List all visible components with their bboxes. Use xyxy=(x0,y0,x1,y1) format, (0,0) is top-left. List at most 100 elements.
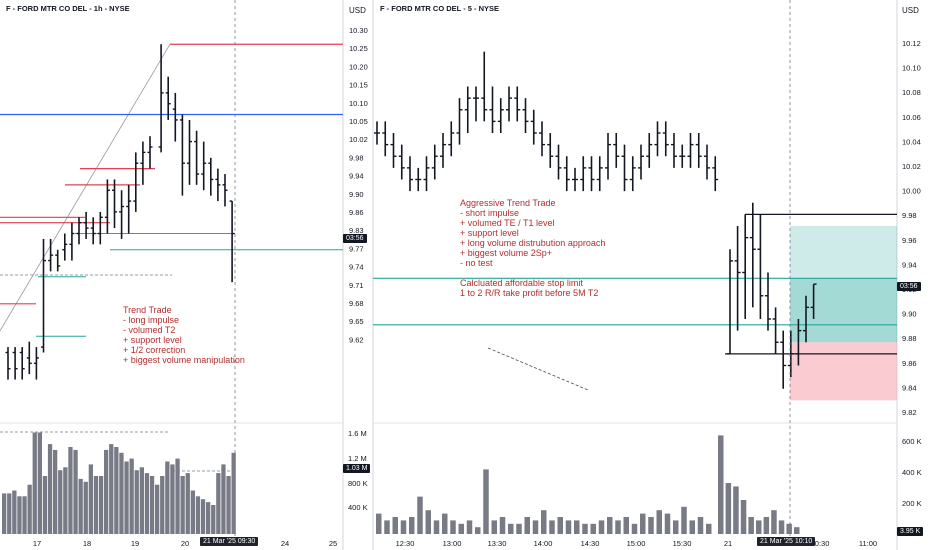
right-volume-tick-label: 800 K xyxy=(348,479,368,488)
left-volume-bar xyxy=(88,464,93,534)
right-price-tick-label: 10.08 xyxy=(902,88,921,97)
left-volume-bar xyxy=(22,496,27,534)
right-time-tick-label: 14:00 xyxy=(534,539,553,548)
left-price-tick-label: 10.25 xyxy=(349,44,368,53)
left-volume-bar xyxy=(73,449,78,534)
right-crosshair-time-text: 10:10 xyxy=(794,538,813,545)
right-volume-bar xyxy=(557,517,563,534)
right-annotation: Aggressive Trend Trade - short impulse +… xyxy=(460,198,606,298)
right-volume-bar xyxy=(794,527,800,534)
right-volume-bar xyxy=(631,523,638,534)
right-volume-bar xyxy=(499,517,506,534)
right-volume-bar xyxy=(648,517,654,534)
left-volume-bar xyxy=(2,493,7,534)
right-volume-tag: 3.95 K xyxy=(897,527,924,536)
right-price-tick-label: 9.98 xyxy=(902,211,917,220)
right-volume-bar xyxy=(607,517,613,534)
profit-zone-upper xyxy=(790,226,897,279)
left-volume-bar xyxy=(160,476,165,534)
right-volume-bar xyxy=(623,517,629,534)
left-volume-bar xyxy=(17,496,22,534)
right-volume-bar xyxy=(590,523,596,534)
right-volume-bar xyxy=(756,520,762,534)
left-volume-bar xyxy=(180,476,185,534)
right-volume-bar xyxy=(516,523,522,534)
right-volume-bar xyxy=(706,523,712,534)
right-volume-bar xyxy=(740,500,747,534)
right-volume-axis-tick-label: 200 K xyxy=(902,499,922,508)
right-volume-bar xyxy=(697,517,704,534)
right-volume-bar xyxy=(763,517,770,534)
right-time-tick-label: 14:30 xyxy=(581,539,600,548)
right-price-tick-label: 9.96 xyxy=(902,236,917,245)
left-price-tick-label: 10.05 xyxy=(349,117,368,126)
right-volume-bar xyxy=(400,520,407,534)
left-date-tick-label: 25 xyxy=(329,539,337,548)
left-volume-bar xyxy=(144,473,150,534)
left-volume-bar xyxy=(98,476,104,534)
right-price-tick-label: 9.82 xyxy=(902,408,917,417)
left-price-tick-label: 9.86 xyxy=(349,208,364,217)
left-volume-bar xyxy=(231,452,236,534)
right-volume-bar xyxy=(778,520,785,534)
right-volume-bar xyxy=(475,527,481,534)
right-volume-bar xyxy=(417,496,423,534)
right-volume-bar xyxy=(450,520,456,534)
right-time-tick-label: 11:00 xyxy=(859,539,877,548)
right-volume-axis-tick-label: 400 K xyxy=(902,468,922,477)
left-volume-bar xyxy=(155,484,160,534)
right-volume-tick-label: 1.2 M xyxy=(348,454,367,463)
left-volume-tag: 1.03 M xyxy=(343,464,371,473)
right-volume-bar xyxy=(664,513,671,534)
left-volume-bar xyxy=(58,470,63,534)
left-volume-bar xyxy=(206,502,211,534)
left-price-tick-label: 9.83 xyxy=(349,226,364,235)
left-price-tick-label: 10.30 xyxy=(349,26,368,35)
left-volume-bar xyxy=(114,447,119,534)
right-volume-bar xyxy=(384,520,390,534)
left-volume-bar xyxy=(53,449,58,534)
right-volume-bar xyxy=(656,510,662,534)
right-price-tick-label: 9.86 xyxy=(902,359,917,368)
right-time-tick-label: 12:30 xyxy=(396,539,415,548)
left-volume-bar xyxy=(12,490,17,534)
right-last-price-tag: 03:56 xyxy=(897,282,921,291)
right-volume-bar xyxy=(508,523,514,534)
right-volume-bar xyxy=(392,517,398,534)
right-price-tick-label: 10.12 xyxy=(902,39,921,48)
left-date-tick-label: 18 xyxy=(83,539,91,548)
left-last-price-tag: 03:56 xyxy=(343,234,367,243)
right-volume-bar xyxy=(582,523,588,534)
right-price-tick-label: 9.90 xyxy=(902,310,917,319)
left-volume-bar xyxy=(124,461,129,534)
right-crosshair-date: 21 Mar '25 10:10 xyxy=(757,537,816,546)
right-time-tick-label: 15:30 xyxy=(673,539,692,548)
left-price-tick-label: 9.98 xyxy=(349,153,364,162)
left-price-tick-label: 9.94 xyxy=(349,172,364,181)
right-time-tick-label: 13:00 xyxy=(443,539,462,548)
right-volume-bar xyxy=(532,520,539,534)
left-price-tick-label: 9.71 xyxy=(349,281,364,290)
right-volume-bar xyxy=(673,520,679,534)
left-volume-bar xyxy=(216,473,221,534)
right-time-tick-label: 21 xyxy=(724,539,732,548)
left-volume-bar xyxy=(83,481,88,534)
right-price-tick-label: 10.00 xyxy=(902,187,921,196)
right-volume-bar xyxy=(771,510,777,534)
left-volume-bar xyxy=(190,490,195,534)
right-volume-axis-tick-label: 600 K xyxy=(902,437,922,446)
left-price-tick-label: 9.65 xyxy=(349,317,364,326)
left-volume-bar xyxy=(7,493,12,534)
left-date-tick-label: 24 xyxy=(281,539,289,548)
right-volume-bar xyxy=(433,520,440,534)
left-volume-bar xyxy=(37,432,42,534)
right-volume-bar xyxy=(376,513,382,534)
left-volume-bar xyxy=(47,444,53,534)
left-crosshair-date-text: 21 Mar '25 xyxy=(203,538,236,545)
left-price-tick-label: 10.10 xyxy=(349,99,368,108)
right-volume-bar xyxy=(786,523,792,534)
left-currency-label: USD xyxy=(349,6,366,15)
right-currency-label: USD xyxy=(902,6,919,15)
left-volume-bar xyxy=(134,470,139,534)
